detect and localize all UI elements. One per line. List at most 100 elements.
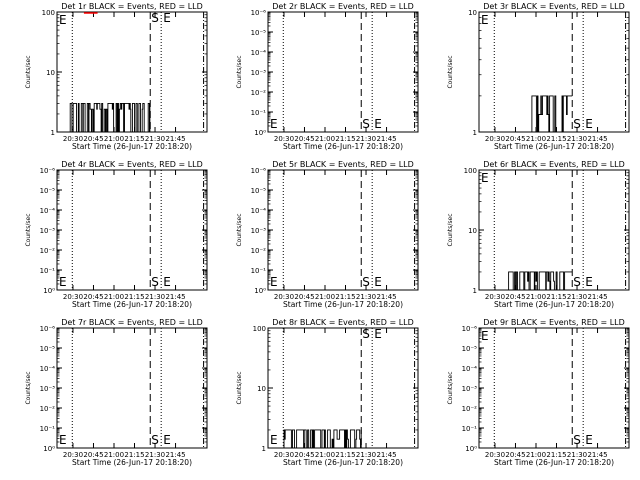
events-trace: [283, 429, 362, 449]
y-tick-label: 10⁻²: [40, 405, 56, 413]
E-edge-label: E: [481, 329, 489, 343]
x-tick-label: 20:30: [63, 293, 83, 301]
E-edge-label: E: [59, 433, 67, 447]
y-tick-label: 10⁰: [43, 287, 55, 295]
E-marker-label: E: [374, 327, 382, 341]
y-tick-label: 10: [468, 227, 477, 235]
x-tick-label: 21:45: [587, 451, 607, 459]
E-edge-label: E: [270, 117, 278, 131]
x-tick-label: 20:30: [63, 451, 83, 459]
plot-title: Det 8r BLACK = Events, RED = LLD: [272, 318, 414, 327]
S-marker-label: S: [573, 433, 581, 447]
x-tick-label: 21:30: [356, 293, 376, 301]
detector-panel-2: Det 2r BLACK = Events, RED = LLD Counts/s…: [236, 2, 419, 151]
y-axis-label: Counts/sec: [447, 371, 454, 404]
plot-title: Det 5r BLACK = Events, RED = LLD: [272, 160, 414, 169]
y-tick-label: 10⁻⁴: [40, 207, 56, 215]
y-tick-label: 10⁻⁶: [40, 167, 56, 175]
x-tick-label: 21:30: [356, 135, 376, 143]
x-tick-label: 21:00: [315, 293, 335, 301]
y-tick-label: 10⁻⁶: [251, 167, 267, 175]
plot-title: Det 7r BLACK = Events, RED = LLD: [61, 318, 203, 327]
x-tick-label: 20:30: [274, 293, 294, 301]
E-marker-label: E: [163, 275, 171, 289]
x-tick-label: 21:15: [124, 451, 144, 459]
x-tick-label: 20:30: [485, 135, 505, 143]
y-tick-label: 1: [262, 445, 266, 453]
E-marker-label: E: [585, 433, 593, 447]
plot-title: Det 9r BLACK = Events, RED = LLD: [483, 318, 625, 327]
y-tick-label: 100: [253, 325, 266, 333]
x-tick-label: 21:00: [526, 135, 546, 143]
y-tick-label: 10⁻⁵: [251, 187, 267, 195]
plot-frame: [267, 169, 419, 291]
x-tick-label: 20:30: [274, 451, 294, 459]
plot-title: Det 3r BLACK = Events, RED = LLD: [483, 2, 625, 11]
x-tick-label: 21:30: [145, 293, 165, 301]
events-trace: [531, 95, 573, 133]
x-axis-label: Start Time (26-Jun-17 20:18:20): [494, 142, 614, 151]
y-tick-label: 10⁻²: [251, 247, 267, 255]
y-tick-label: 10⁰: [254, 287, 266, 295]
events-trace: [508, 271, 573, 291]
y-tick-label: 10⁻¹: [40, 425, 56, 433]
x-tick-label: 21:15: [546, 135, 566, 143]
detector-panel-4: Det 4r BLACK = Events, RED = LLD Counts/s…: [25, 160, 208, 309]
detector-panel-3: Det 3r BLACK = Events, RED = LLD Counts/s…: [447, 2, 630, 151]
y-tick-label: 10⁻⁴: [251, 207, 267, 215]
x-tick-label: 20:30: [485, 451, 505, 459]
y-tick-label: 10⁻⁶: [40, 325, 56, 333]
y-tick-label: 100: [42, 9, 55, 17]
plot-frame: [267, 11, 419, 133]
plot-title: Det 4r BLACK = Events, RED = LLD: [61, 160, 203, 169]
y-tick-label: 10⁻⁵: [40, 345, 56, 353]
y-tick-label: 10⁻⁵: [251, 29, 267, 37]
x-tick-label: 20:30: [63, 135, 83, 143]
E-edge-label: E: [59, 13, 67, 27]
y-tick-label: 10⁻³: [40, 227, 56, 235]
E-marker-label: E: [585, 117, 593, 131]
plot-frame: [478, 327, 630, 449]
x-axis-label: Start Time (26-Jun-17 20:18:20): [72, 458, 192, 467]
y-tick-label: 10: [468, 9, 477, 17]
E-marker-label: E: [374, 275, 382, 289]
y-axis-label: Counts/sec: [447, 213, 454, 246]
x-tick-label: 21:30: [145, 135, 165, 143]
x-tick-label: 21:45: [587, 135, 607, 143]
plot-title: Det 1r BLACK = Events, RED = LLD: [61, 2, 203, 11]
x-tick-label: 21:15: [124, 135, 144, 143]
S-marker-label: S: [151, 275, 159, 289]
x-axis-label: Start Time (26-Jun-17 20:18:20): [494, 300, 614, 309]
x-tick-label: 21:15: [335, 135, 355, 143]
y-tick-label: 10⁰: [465, 445, 477, 453]
y-tick-label: 10⁻⁵: [40, 187, 56, 195]
x-tick-label: 21:15: [335, 293, 355, 301]
x-tick-label: 21:30: [356, 451, 376, 459]
x-axis-label: Start Time (26-Jun-17 20:18:20): [72, 300, 192, 309]
x-tick-label: 21:45: [587, 293, 607, 301]
E-marker-label: E: [585, 275, 593, 289]
x-tick-label: 21:45: [165, 293, 185, 301]
y-tick-label: 10⁻¹: [251, 109, 267, 117]
y-tick-label: 1: [473, 129, 477, 137]
E-edge-label: E: [270, 275, 278, 289]
detector-panel-6: Det 6r BLACK = Events, RED = LLD Counts/s…: [447, 160, 630, 309]
y-tick-label: 10⁻²: [462, 405, 478, 413]
y-axis-label: Counts/sec: [25, 371, 32, 404]
y-tick-label: 10⁻⁴: [462, 365, 478, 373]
x-tick-label: 21:00: [104, 135, 124, 143]
y-tick-label: 1: [473, 287, 477, 295]
y-tick-label: 10⁻²: [251, 89, 267, 97]
y-tick-label: 10⁻⁴: [251, 49, 267, 57]
y-tick-label: 10: [46, 69, 55, 77]
x-axis-label: Start Time (26-Jun-17 20:18:20): [283, 142, 403, 151]
y-axis-label: Counts/sec: [447, 55, 454, 88]
x-tick-label: 21:15: [546, 293, 566, 301]
x-axis-label: Start Time (26-Jun-17 20:18:20): [72, 142, 192, 151]
y-tick-label: 10⁻⁵: [462, 345, 478, 353]
y-tick-label: 10⁰: [43, 445, 55, 453]
x-tick-label: 20:45: [83, 451, 103, 459]
E-edge-label: E: [481, 13, 489, 27]
y-axis-label: Counts/sec: [236, 55, 243, 88]
